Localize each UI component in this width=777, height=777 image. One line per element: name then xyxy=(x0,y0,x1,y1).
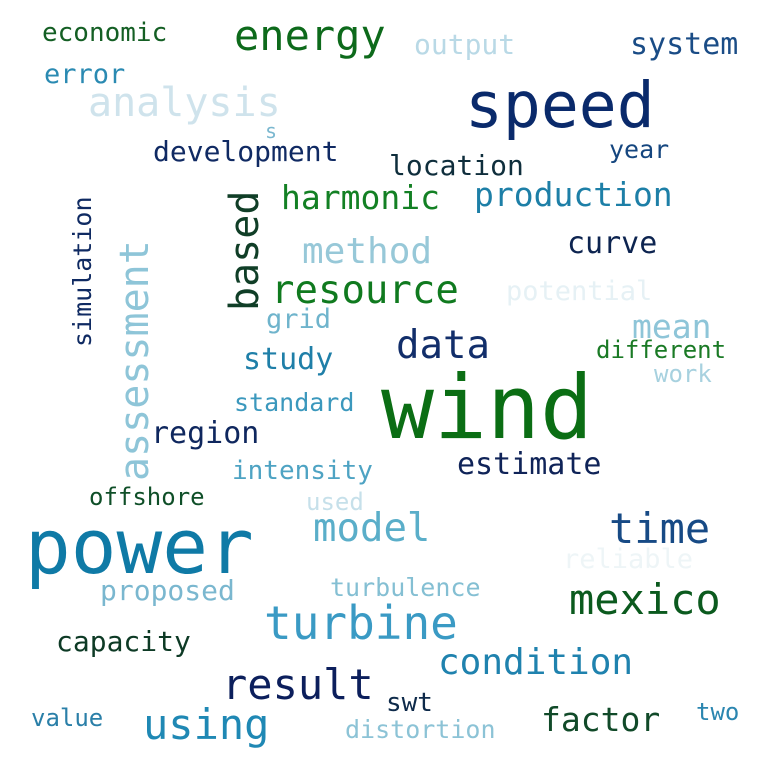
word-resource: resource xyxy=(271,268,459,313)
word-reliable: reliable xyxy=(563,544,694,575)
word-condition: condition xyxy=(438,642,634,683)
word-s: s xyxy=(265,119,278,143)
word-using: using xyxy=(143,700,270,749)
word-analysis: analysis xyxy=(88,80,281,126)
word-turbulence: turbulence xyxy=(330,573,481,602)
word-turbine: turbine xyxy=(264,596,458,650)
word-economic: economic xyxy=(42,18,168,48)
word-capacity: capacity xyxy=(56,625,191,658)
word-intensity: intensity xyxy=(232,456,373,486)
word-used: used xyxy=(306,488,364,516)
word-based: based xyxy=(222,190,268,311)
word-study: study xyxy=(243,342,334,377)
word-offshore: offshore xyxy=(89,483,205,511)
word-development: development xyxy=(153,135,339,168)
word-year: year xyxy=(609,135,670,164)
word-method: method xyxy=(302,231,433,272)
word-curve: curve xyxy=(567,226,658,261)
word-production: production xyxy=(474,175,673,214)
word-two: two xyxy=(696,698,740,726)
word-wind: wind xyxy=(381,356,593,459)
word-data: data xyxy=(396,323,490,368)
word-system: system xyxy=(630,27,739,62)
word-assessment: assessment xyxy=(112,240,158,481)
word-mexico: mexico xyxy=(569,575,721,624)
word-work: work xyxy=(654,360,712,388)
word-grid: grid xyxy=(266,304,332,335)
word-time: time xyxy=(609,504,711,553)
word-region: region xyxy=(151,416,260,451)
word-result: result xyxy=(222,660,374,709)
word-location: location xyxy=(389,149,524,182)
word-error: error xyxy=(44,59,126,90)
word-proposed: proposed xyxy=(100,574,235,607)
word-speed: speed xyxy=(465,69,655,142)
word-model: model xyxy=(313,506,431,551)
word-factor: factor xyxy=(541,700,661,739)
word-energy: energy xyxy=(234,11,386,60)
word-standard: standard xyxy=(234,388,355,417)
word-estimate: estimate xyxy=(457,447,602,482)
word-potential: potential xyxy=(506,276,653,307)
word-mean: mean xyxy=(632,307,712,346)
word-harmonic: harmonic xyxy=(281,178,440,217)
word-simulation: simulation xyxy=(68,196,97,347)
word-swt: swt xyxy=(386,688,433,718)
word-different: different xyxy=(596,336,727,364)
word-output: output xyxy=(414,28,516,61)
word-value: value xyxy=(31,704,104,732)
word-power: power xyxy=(25,502,254,591)
word-distortion: distortion xyxy=(345,715,496,744)
